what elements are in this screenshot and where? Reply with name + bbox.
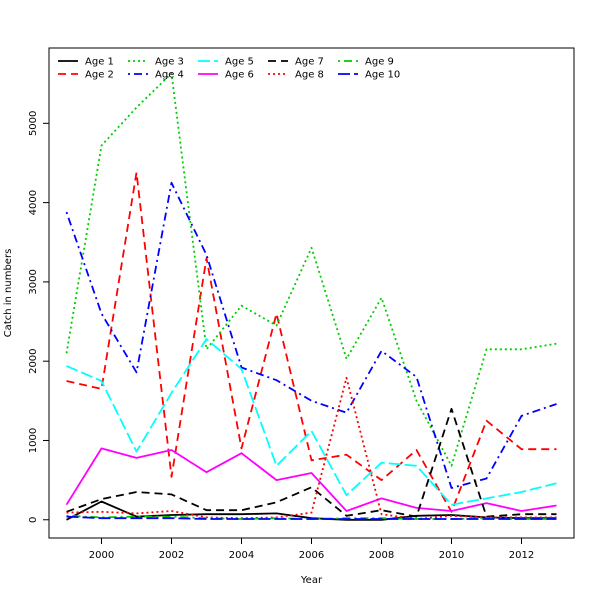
series-line-age-4	[65, 181, 557, 489]
legend-label-age-10: Age 10	[365, 70, 400, 81]
y-tick-label: 2000	[28, 348, 39, 373]
series-line-age-8	[66, 376, 557, 520]
legend-label-age-9: Age 9	[365, 57, 394, 68]
x-axis-label: Year	[300, 575, 323, 586]
x-tick-label: 2004	[229, 550, 254, 561]
legend-label-age-2: Age 2	[85, 70, 114, 81]
series-lines	[65, 72, 557, 521]
y-tick-label: 5000	[28, 111, 39, 136]
x-tick-label: 2002	[159, 550, 184, 561]
x-tick-label: 2008	[369, 550, 394, 561]
series-line-age-2	[66, 171, 557, 513]
legend-label-age-5: Age 5	[225, 57, 254, 68]
series-line-age-7	[66, 407, 557, 518]
series-line-age-5	[66, 338, 557, 506]
legend: Age 1 Age 2 Age 3 Age 4 Age 5 Age 6 Age 7 Age 8…	[58, 57, 400, 81]
series-line-age-10	[66, 515, 557, 520]
legend-label-age-7: Age 7	[295, 57, 324, 68]
y-tick-label: 0	[28, 517, 39, 523]
x-tick-label: 2010	[439, 550, 464, 561]
x-tick-label: 2000	[89, 550, 114, 561]
axes: 2000 2002 2004 2006 2008 2010 2012 0 1000 2000 300…	[28, 111, 534, 561]
legend-label-age-6: Age 6	[225, 70, 254, 81]
y-tick-label: 4000	[28, 190, 39, 215]
legend-label-age-8: Age 8	[295, 70, 324, 81]
legend-label-age-3: Age 3	[155, 57, 184, 68]
y-tick-label: 3000	[28, 269, 39, 294]
y-tick-label: 1000	[28, 428, 39, 453]
legend-label-age-1: Age 1	[85, 57, 114, 68]
legend-label-age-4: Age 4	[155, 70, 184, 81]
x-tick-label: 2006	[299, 550, 324, 561]
y-axis-label: Catch in numbers	[3, 249, 14, 338]
series-line-age-6	[65, 447, 557, 512]
x-tick-label: 2012	[509, 550, 534, 561]
series-line-age-3	[65, 72, 557, 467]
